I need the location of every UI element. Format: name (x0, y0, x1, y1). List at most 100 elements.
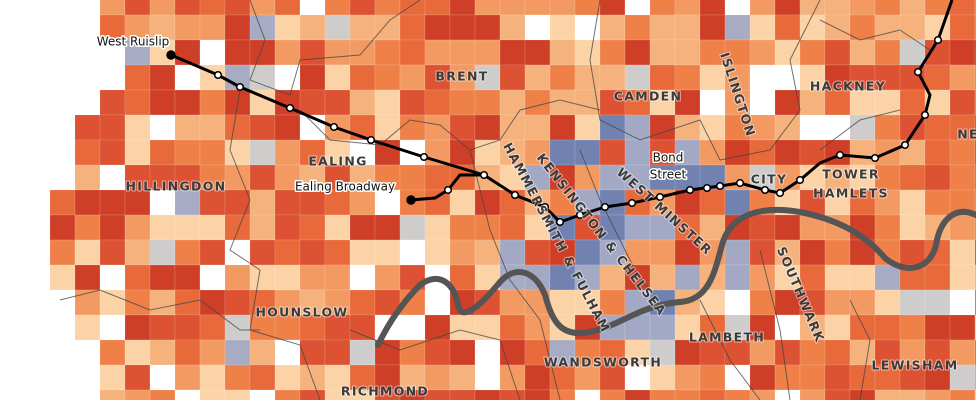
cell (274, 314, 301, 341)
cell (924, 339, 951, 366)
cell (824, 114, 851, 141)
border (469, 149, 561, 400)
cell (799, 89, 826, 116)
cell (149, 214, 176, 241)
cell (474, 189, 501, 216)
cell (474, 314, 501, 341)
cell (874, 389, 901, 400)
cell (349, 214, 376, 241)
cell (949, 364, 976, 391)
cell (949, 214, 976, 241)
cell (724, 364, 751, 391)
cell (349, 264, 376, 291)
cell (449, 339, 476, 366)
cell (699, 364, 726, 391)
cell (799, 239, 826, 266)
station-dot (685, 185, 695, 195)
borough-label: HILLINGDON (126, 179, 227, 194)
cell (299, 64, 326, 91)
border (579, 149, 661, 301)
cell (124, 164, 151, 191)
station-dot (795, 175, 805, 185)
cell (674, 114, 701, 141)
cell (649, 39, 676, 66)
station-dot (715, 181, 725, 191)
cell (874, 164, 901, 191)
cell (324, 364, 351, 391)
cell (174, 89, 201, 116)
cell (824, 264, 851, 291)
cell (549, 14, 576, 41)
cell (149, 239, 176, 266)
cell (224, 214, 251, 241)
cell (274, 0, 301, 16)
cell (599, 264, 626, 291)
cell (49, 214, 76, 241)
cell (474, 339, 501, 366)
station-dot (870, 153, 880, 163)
cell (899, 89, 926, 116)
cell (499, 0, 526, 16)
cell (749, 89, 776, 116)
cell (299, 339, 326, 366)
cell (399, 339, 426, 366)
cell (524, 114, 551, 141)
cell (899, 214, 926, 241)
cell (749, 314, 776, 341)
cell (149, 89, 176, 116)
cell (449, 239, 476, 266)
cell (799, 289, 826, 316)
cell (149, 364, 176, 391)
cell (74, 0, 101, 16)
cell (99, 289, 126, 316)
cell (299, 389, 326, 400)
cell (374, 389, 401, 400)
borough-label: HOUNSLOW (255, 305, 348, 320)
cell (649, 114, 676, 141)
cell (399, 389, 426, 400)
cell (349, 239, 376, 266)
cell (349, 14, 376, 41)
cell (624, 64, 651, 91)
cell (199, 39, 226, 66)
cell (224, 389, 251, 400)
cell (549, 189, 576, 216)
cell (799, 139, 826, 166)
cell (824, 339, 851, 366)
cell (324, 164, 351, 191)
cell (199, 14, 226, 41)
border (589, 0, 821, 161)
cell (199, 89, 226, 116)
cell (274, 64, 301, 91)
cell (924, 264, 951, 291)
cell (549, 64, 576, 91)
cell (99, 364, 126, 391)
cell (824, 39, 851, 66)
cell (299, 189, 326, 216)
cell (849, 264, 876, 291)
cell (949, 289, 976, 316)
cell (674, 314, 701, 341)
cell (549, 389, 576, 400)
cell (874, 0, 901, 16)
cell (749, 64, 776, 91)
cell (374, 189, 401, 216)
station-dot (555, 217, 565, 227)
cell (949, 164, 976, 191)
cell (124, 189, 151, 216)
cell (499, 239, 526, 266)
cell (74, 264, 101, 291)
cell (849, 114, 876, 141)
cell (474, 14, 501, 41)
cell (574, 364, 601, 391)
cell (449, 314, 476, 341)
cell (74, 289, 101, 316)
cell (749, 139, 776, 166)
station-dot (419, 152, 429, 162)
cell (699, 14, 726, 41)
cell (899, 164, 926, 191)
cell (624, 14, 651, 41)
cell (349, 364, 376, 391)
cell (524, 239, 551, 266)
cell (299, 364, 326, 391)
